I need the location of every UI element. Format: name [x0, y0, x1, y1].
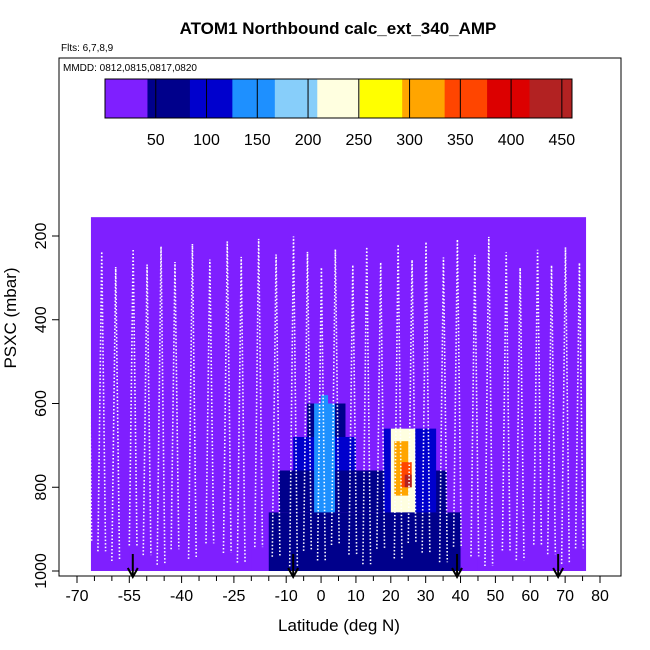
- flight-track-profile: [170, 261, 180, 550]
- y-tick-label: 600: [33, 390, 50, 417]
- colorbar-swatch: [529, 79, 573, 118]
- y-tick-label: 800: [33, 474, 50, 501]
- plot-frame: [58, 57, 622, 577]
- colorbar-swatch: [147, 79, 191, 118]
- track-markers-layer: [126, 554, 565, 580]
- colorbar-tick-label: 400: [498, 132, 525, 149]
- flight-track-profile: [254, 238, 264, 548]
- colorbar-swatch: [189, 79, 233, 118]
- colorbar-tick-label: 50: [147, 132, 165, 149]
- x-tick-label: -55: [118, 588, 141, 605]
- colorbar-swatch: [105, 79, 148, 118]
- flight-track-profile: [156, 246, 166, 565]
- flight-track-profile: [330, 249, 340, 546]
- colorbar-tick-label: 100: [193, 132, 220, 149]
- heatmap-cell: [268, 512, 461, 571]
- x-tick-label: -10: [275, 588, 298, 605]
- x-tick-label: 20: [382, 588, 400, 605]
- colorbar-swatch: [317, 79, 361, 118]
- heatmap-cell: [129, 541, 165, 571]
- dates-label: MMDD: 0812,0815,0817,0820: [63, 63, 197, 74]
- flight-track-profile: [515, 267, 525, 561]
- y-axis-label: PSXC (mbar): [1, 267, 20, 368]
- x-tick-label: -25: [222, 588, 245, 605]
- flight-track-profile: [501, 252, 511, 551]
- colorbar-tick-label: 450: [548, 132, 575, 149]
- flight-tracks-layer: [83, 235, 599, 567]
- y-tick-label: 200: [33, 223, 50, 250]
- flight-track-profile: [438, 257, 449, 563]
- colorbar-tick-label: 350: [447, 132, 474, 149]
- y-axis: 200 400 600 800 1000: [33, 223, 59, 589]
- x-tick-label: 0: [317, 588, 326, 605]
- flight-track-profile: [484, 236, 494, 566]
- colorbar-swatch: [487, 79, 531, 118]
- x-axis: -70 -55 -40 -25 -10 0 10 20 30 40 50 60 70 80: [65, 576, 609, 605]
- flight-track-profile: [288, 236, 299, 567]
- flight-track-profile: [236, 256, 246, 563]
- flight-track-profile: [222, 241, 232, 554]
- track-marker-arrow: [287, 554, 300, 580]
- flight-track-profile: [470, 254, 480, 557]
- colorbar: 50 100 150 200 250 300 350 400 450: [104, 78, 575, 149]
- colorbar-swatch: [444, 79, 488, 118]
- x-tick-label: 70: [556, 588, 574, 605]
- colorbar-swatch: [232, 79, 276, 118]
- flight-track-profile: [560, 247, 571, 564]
- flight-track-profile: [588, 244, 599, 559]
- x-tick-label: 50: [487, 588, 505, 605]
- colorbar-frame: [104, 78, 573, 119]
- flight-track-profile: [574, 262, 585, 549]
- flight-track-profile: [532, 249, 543, 545]
- heatmap-cell: [404, 474, 412, 488]
- heatmap-cell: [477, 520, 559, 571]
- flight-track-profile: [83, 235, 93, 542]
- flight-track-profile: [128, 248, 138, 546]
- heatmap-cell: [321, 395, 329, 437]
- y-tick-label: 400: [33, 306, 50, 333]
- x-tick-label: -40: [170, 588, 193, 605]
- colorbar-tick-label: 250: [345, 132, 372, 149]
- x-tick-label: 30: [417, 588, 435, 605]
- track-marker-arrow: [552, 554, 565, 580]
- x-tick-label: 60: [521, 588, 539, 605]
- heatmap-cell: [164, 529, 252, 571]
- flights-label: Flts: 6,7,8,9: [61, 43, 114, 54]
- colorbar-tick-label: 300: [396, 132, 423, 149]
- colorbar-tick-label: 200: [295, 132, 322, 149]
- track-marker-arrow: [451, 554, 463, 580]
- flight-track-profile: [452, 239, 463, 547]
- colorbar-swatch: [274, 79, 318, 118]
- flight-track-profile: [142, 264, 152, 556]
- x-tick-label: -70: [65, 588, 88, 605]
- flight-track-profile: [302, 251, 313, 551]
- flight-track-profile: [271, 254, 281, 557]
- flight-track-profile: [376, 262, 386, 549]
- flight-track-profile: [205, 259, 215, 544]
- colorbar-swatch: [402, 79, 446, 118]
- colorbar-swatch: [359, 79, 403, 118]
- flight-track-profile: [362, 246, 372, 565]
- flight-track-profile: [348, 264, 358, 555]
- colorbar-tick-label: 150: [244, 132, 271, 149]
- x-tick-label: 10: [347, 588, 365, 605]
- y-tick-label: 1000: [33, 553, 50, 589]
- x-tick-label: 80: [591, 588, 609, 605]
- chart-title: ATOM1 Northbound calc_ext_340_AMP: [180, 19, 497, 38]
- track-marker-arrow: [126, 554, 139, 580]
- x-axis-label: Latitude (deg N): [278, 616, 400, 635]
- x-tick-label: 40: [452, 588, 470, 605]
